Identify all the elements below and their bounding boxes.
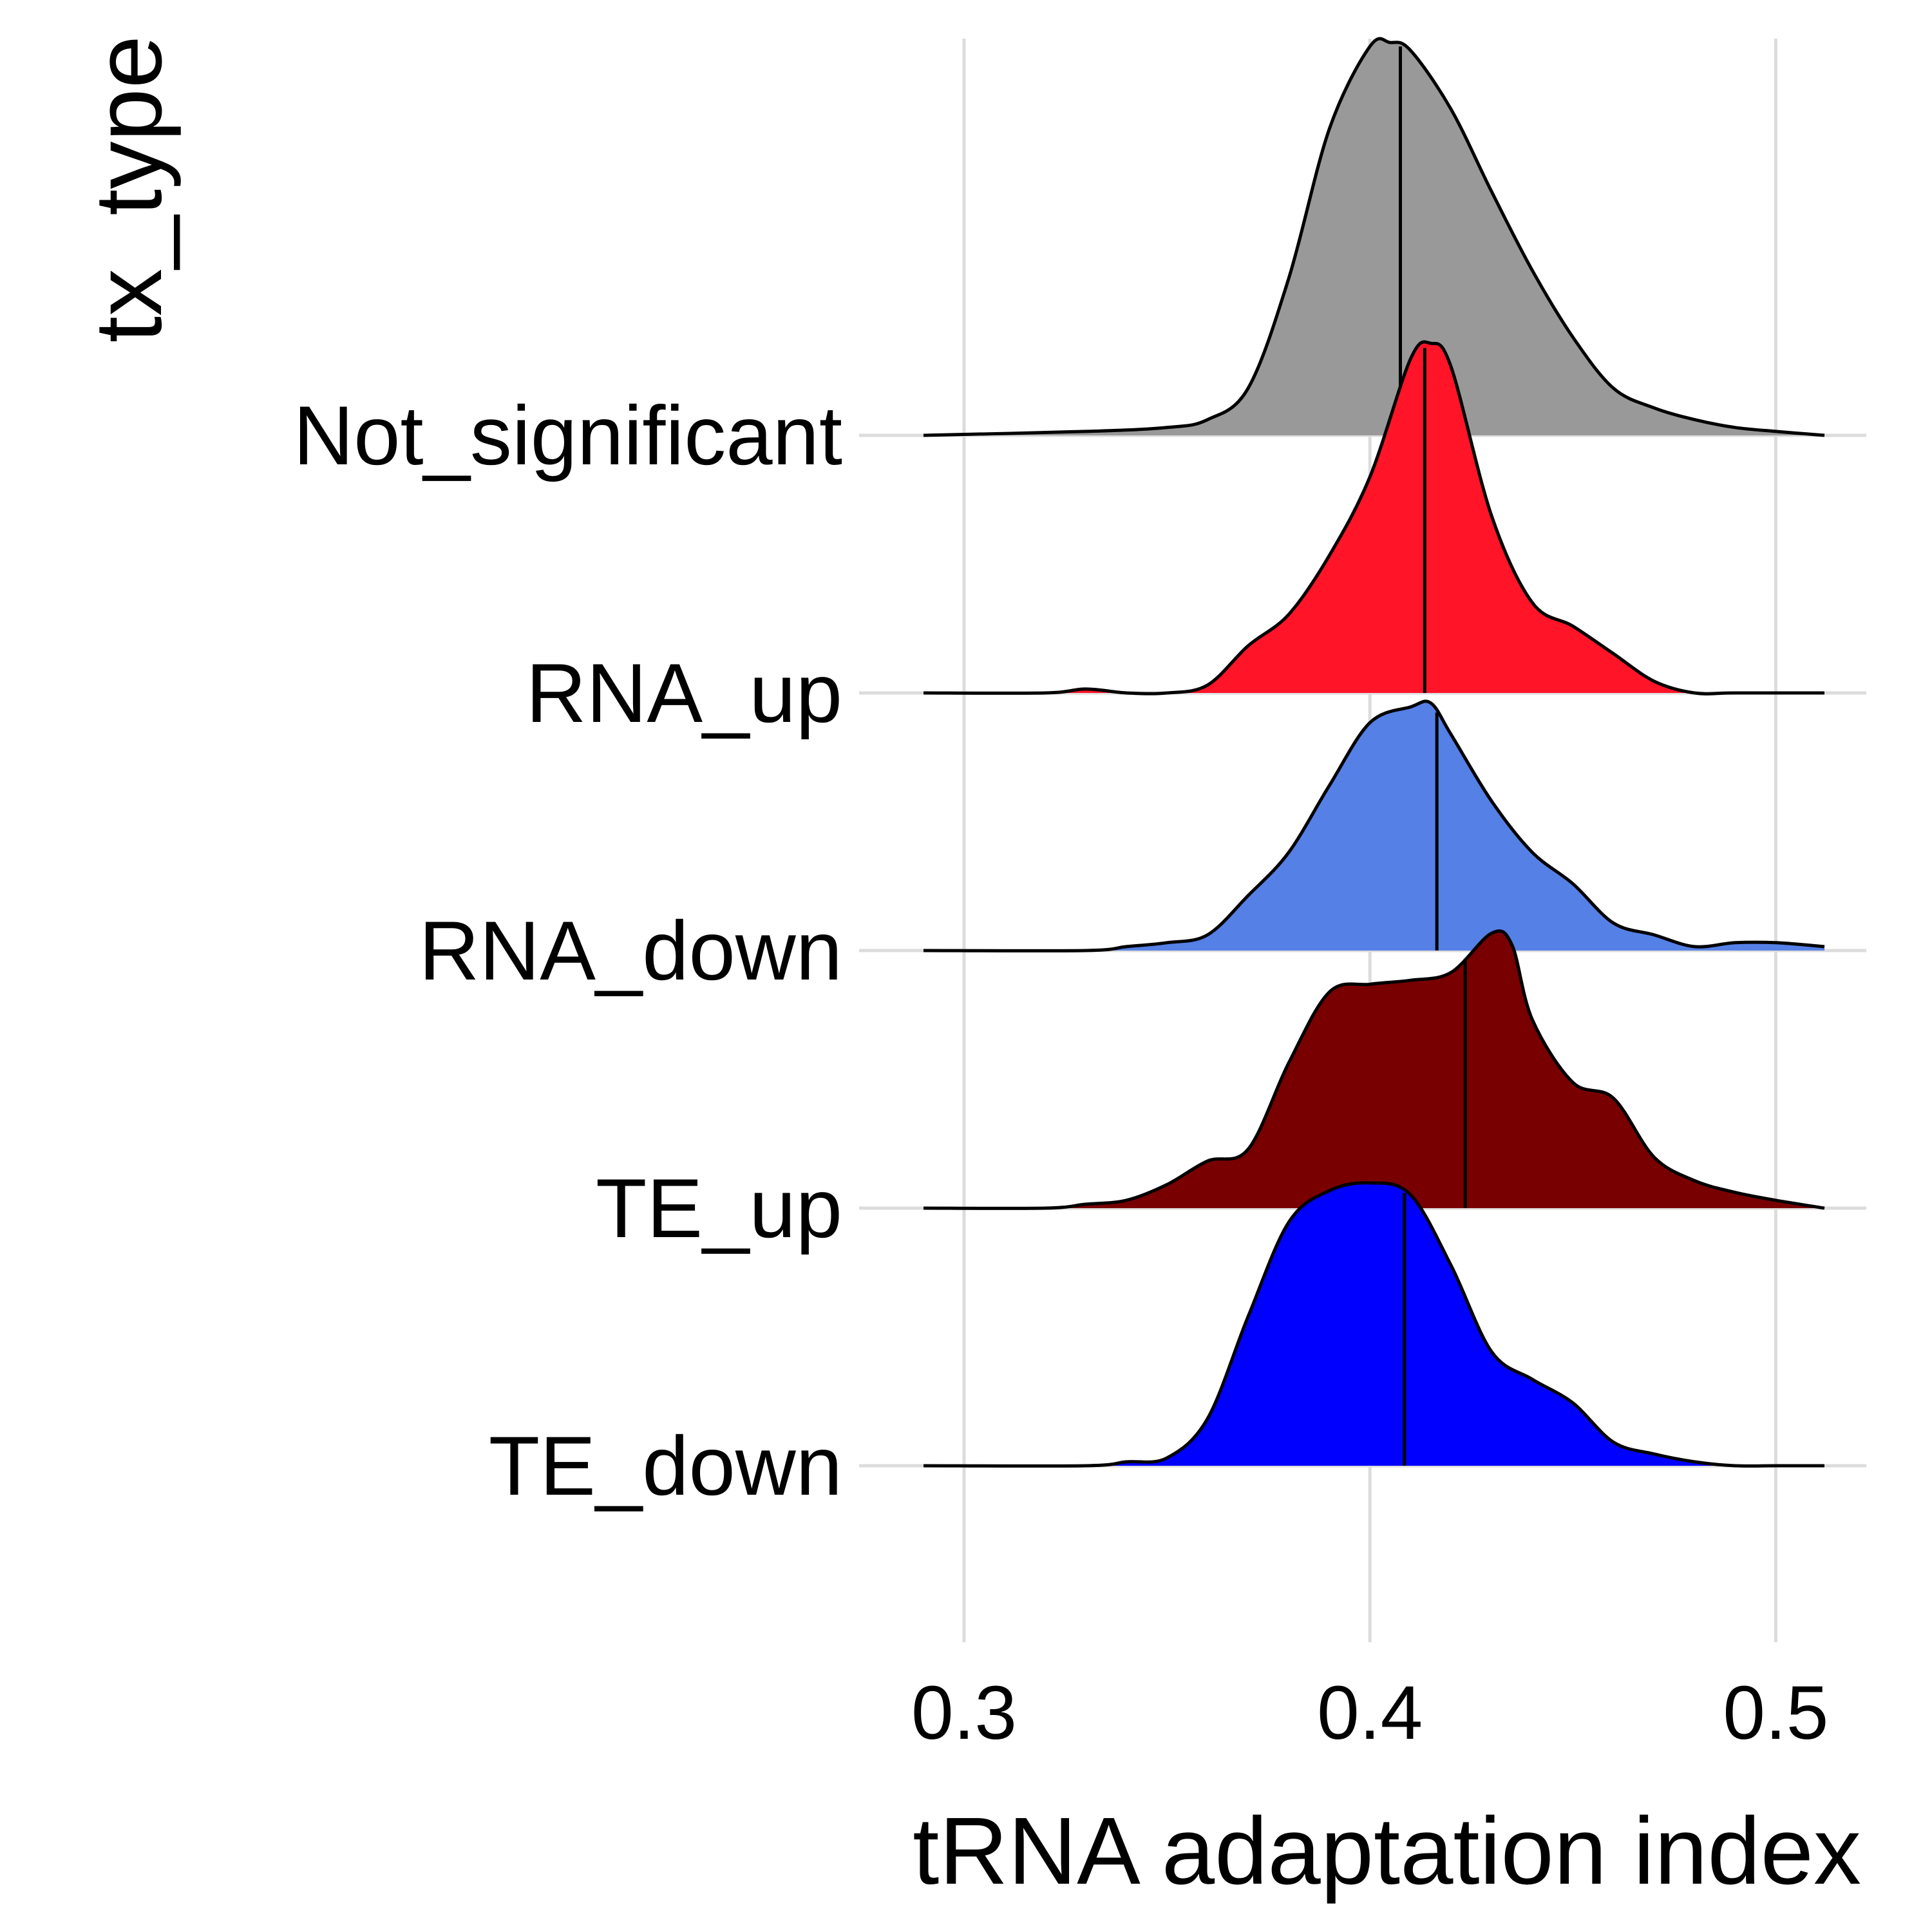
- category-labels: Not_significant RNA_up RNA_down TE_up TE_dow…: [293, 388, 842, 1513]
- ridge-RNA_up: [923, 340, 1824, 696]
- category-label: RNA_up: [526, 646, 842, 740]
- category-label: Not_significant: [293, 388, 842, 482]
- density-outline: [923, 1181, 1824, 1468]
- category-label: TE_down: [489, 1419, 842, 1513]
- density-area: [923, 1182, 1824, 1466]
- density-outline: [923, 699, 1825, 952]
- density-outline: [923, 929, 1825, 1210]
- x-tick-labels: 0.3 0.4 0.5: [911, 1671, 1828, 1756]
- x-tick-label: 0.5: [1723, 1671, 1828, 1756]
- density-outline: [923, 37, 1825, 437]
- category-label: RNA_down: [419, 904, 842, 998]
- category-label: TE_up: [596, 1161, 842, 1255]
- density-area: [923, 701, 1824, 951]
- x-tick-label: 0.4: [1317, 1671, 1423, 1756]
- density-ridges: [923, 37, 1825, 1468]
- ridge-RNA_down: [923, 699, 1825, 952]
- ridge-TE_down: [923, 1181, 1824, 1468]
- x-tick-label: 0.3: [911, 1671, 1017, 1756]
- ridge-Not_significant: [923, 37, 1825, 437]
- ridge-TE_up: [923, 929, 1825, 1210]
- x-axis-title: tRNA adaptation index: [913, 1798, 1861, 1904]
- density-area: [923, 931, 1824, 1209]
- y-axis-title: tx_type: [75, 35, 182, 343]
- density-area: [923, 38, 1824, 436]
- density-area: [923, 341, 1824, 694]
- density-outline: [923, 340, 1824, 696]
